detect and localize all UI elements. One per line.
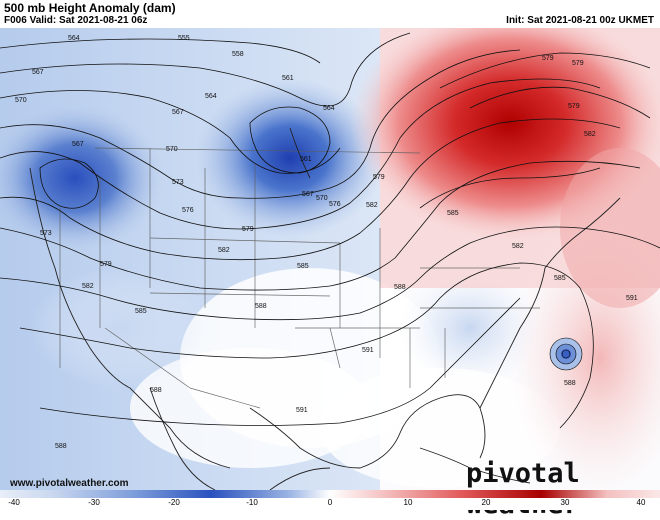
svg-text:588: 588 [394,284,406,291]
anomaly-map: 564 567 570 567 567 564 555 558 561 564 … [0,28,660,490]
svg-text:591: 591 [362,347,374,354]
map-title: 500 mb Height Anomaly (dam) [4,1,176,15]
colorbar-tick: -10 [246,498,258,507]
colorbar-scale [0,490,660,498]
colorbar-tick: -30 [88,498,100,507]
svg-text:579: 579 [568,103,580,110]
svg-text:555: 555 [178,35,190,42]
colorbar-tick: -20 [168,498,180,507]
svg-text:585: 585 [135,308,147,315]
svg-text:579: 579 [542,55,554,62]
brand-logo: pivotal weather [466,458,580,520]
svg-text:564: 564 [205,93,217,100]
colorbar-tick: 10 [403,498,413,507]
colorbar-tick: 0 [327,498,333,507]
svg-text:582: 582 [366,202,378,209]
svg-text:585: 585 [447,210,459,217]
svg-text:585: 585 [554,275,566,282]
svg-text:567: 567 [172,109,184,116]
svg-text:582: 582 [512,243,524,250]
svg-text:579: 579 [572,60,584,67]
header: 500 mb Height Anomaly (dam) F006 Valid: … [0,0,660,28]
valid-time: F006 Valid: Sat 2021-08-21 06z [4,15,148,26]
svg-text:582: 582 [218,247,230,254]
svg-text:576: 576 [182,207,194,214]
svg-text:573: 573 [172,179,184,186]
colorbar-tick: -40 [8,498,20,507]
colorbar-tick: 30 [560,498,570,507]
svg-text:561: 561 [300,156,312,163]
svg-text:579: 579 [242,226,254,233]
svg-text:588: 588 [255,303,267,310]
colorbar: -40 -30 -20 -10 0 10 20 30 40 [0,490,660,510]
svg-text:564: 564 [323,105,335,112]
svg-text:588: 588 [564,380,576,387]
svg-text:558: 558 [232,51,244,58]
svg-text:582: 582 [82,283,94,290]
svg-text:570: 570 [15,97,27,104]
svg-text:585: 585 [297,263,309,270]
init-time: Init: Sat 2021-08-21 00z UKMET [506,15,654,26]
svg-text:588: 588 [55,443,67,450]
svg-text:573: 573 [40,230,52,237]
svg-text:570: 570 [316,195,328,202]
svg-text:579: 579 [373,174,385,181]
svg-text:567: 567 [32,69,44,76]
colorbar-tick: 20 [481,498,491,507]
svg-text:564: 564 [68,35,80,42]
svg-text:579: 579 [100,261,112,268]
svg-text:591: 591 [296,407,308,414]
svg-text:567: 567 [72,141,84,148]
svg-text:591: 591 [626,295,638,302]
colorbar-tick: 40 [636,498,646,507]
watermark-url: www.pivotalweather.com [10,478,129,489]
svg-text:570: 570 [166,146,178,153]
svg-text:582: 582 [584,131,596,138]
svg-text:588: 588 [150,387,162,394]
svg-text:576: 576 [329,201,341,208]
svg-text:567: 567 [302,191,314,198]
svg-text:561: 561 [282,75,294,82]
